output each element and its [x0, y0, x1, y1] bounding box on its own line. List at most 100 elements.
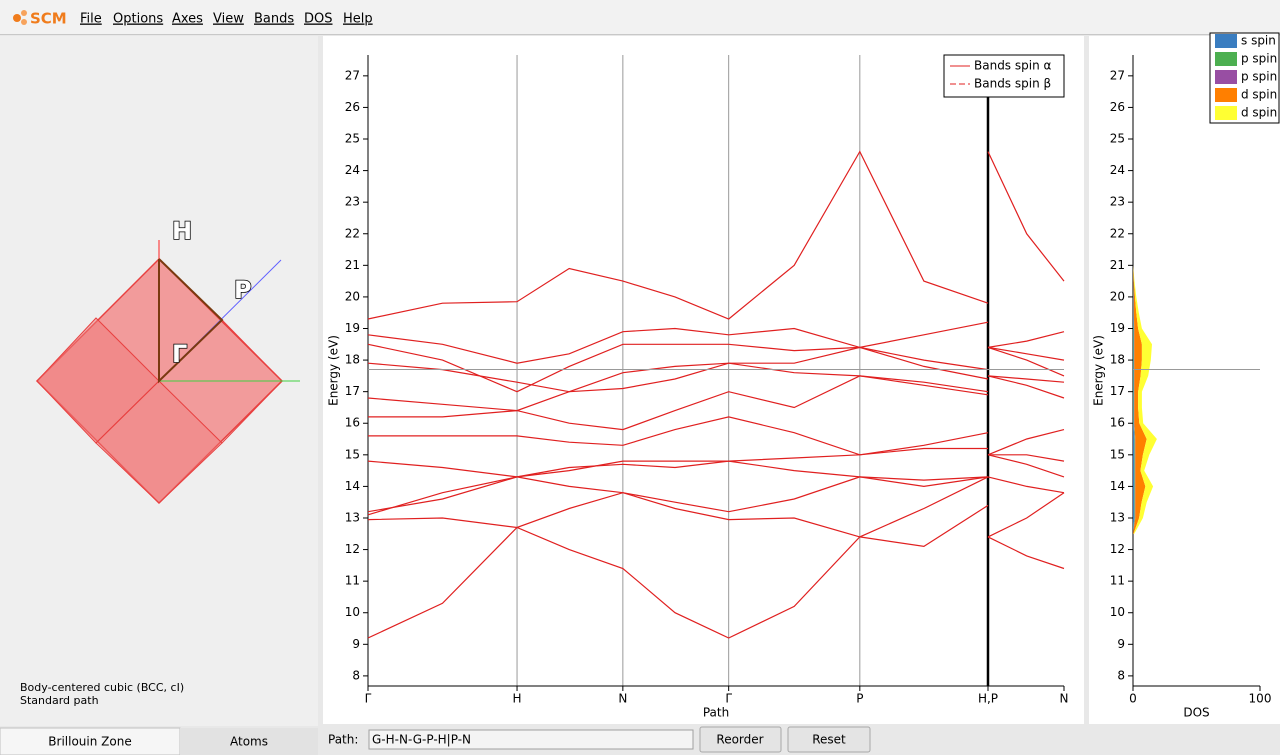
y-tick-label: 17 [1110, 384, 1125, 398]
legend-box [943, 54, 1065, 98]
y-tick-label: 19 [1110, 321, 1125, 335]
x-tick-label: H,P [978, 692, 998, 706]
button-label[interactable]: Reset [812, 733, 846, 747]
tab-label[interactable]: Brillouin Zone [48, 735, 131, 749]
y-tick-label: 13 [1110, 510, 1125, 524]
button[interactable] [699, 726, 782, 753]
logo-dot [21, 19, 27, 25]
y-tick-label: 10 [345, 605, 360, 619]
y-tick-label: 12 [1110, 542, 1125, 556]
tab-label[interactable]: Atoms [230, 735, 268, 749]
menu-item[interactable]: File [80, 12, 102, 27]
legend-label: Bands spin α [974, 59, 1051, 73]
y-tick-label: 20 [1110, 289, 1125, 303]
y-tick-label: 16 [1110, 416, 1125, 430]
y-tick-label: 16 [345, 416, 360, 430]
x-tick-label: Γ [365, 692, 372, 706]
bz-point-label: Γ [172, 340, 187, 368]
y-tick-label: 13 [345, 510, 360, 524]
y-tick-label: 27 [345, 68, 360, 82]
y-tick-label: 14 [345, 479, 360, 493]
button-label[interactable]: Reorder [716, 733, 763, 747]
dos-area [1133, 265, 1135, 534]
band-line [367, 492, 1065, 548]
x-tick-label: Γ [725, 692, 732, 706]
path-label: Path: [328, 733, 358, 747]
logo-dot [13, 14, 21, 22]
y-tick-label: 8 [1117, 668, 1125, 682]
band-line [368, 416, 1065, 456]
x-tick-label: 100 [1249, 692, 1272, 706]
menu-item[interactable]: Bands [254, 12, 294, 27]
y-tick-label: 12 [345, 542, 360, 556]
y-tick-label: 11 [345, 574, 360, 588]
dos-chart: 8 9 10 11 12 13 14 15 16 17 18 19 20 21 22 23 24 25 26 27 0 1… [1092, 32, 1280, 720]
menu-item[interactable]: View [213, 12, 244, 27]
legend-label: p spin [1241, 70, 1277, 84]
y-tick-label: 19 [345, 321, 360, 335]
band-panel [323, 36, 1084, 724]
y-tick-label: 9 [352, 637, 360, 651]
band-chart: 8 9 10 11 12 13 14 15 16 17 18 19 20 21 22 23 24 25 26 27 Γ H… [327, 54, 1069, 720]
y-tick-label: 25 [345, 132, 360, 146]
menu-item[interactable]: Help [343, 12, 373, 27]
bz-caption: Standard path [20, 694, 99, 707]
x-tick-label: P [856, 692, 863, 706]
y-tick-label: 27 [1110, 68, 1125, 82]
path-value[interactable]: G-H-N-G-P-H|P-N [372, 733, 471, 747]
menu-item[interactable]: Axes [172, 12, 203, 27]
band-line [367, 447, 1065, 478]
y-axis-label: Energy (eV) [327, 335, 341, 406]
y-tick-label: 22 [1110, 226, 1125, 240]
path-input[interactable] [368, 729, 694, 750]
y-axis-label: Energy (eV) [1092, 335, 1106, 406]
y-tick-label: 17 [345, 384, 360, 398]
menu: File Options Axes View Bands DOS Help [80, 12, 373, 27]
legend-swatch [1215, 34, 1237, 48]
x-tick-label: 0 [1129, 692, 1137, 706]
legend-label: Bands spin β [974, 77, 1051, 91]
tab[interactable] [180, 728, 318, 755]
menu-item[interactable]: DOS [304, 12, 333, 27]
bz-caption: Body-centered cubic (BCC, cI) [20, 681, 184, 694]
band-line [367, 454, 1065, 516]
tab[interactable] [0, 727, 181, 755]
y-tick-label: 10 [1110, 605, 1125, 619]
y-tick-label: 20 [345, 289, 360, 303]
y-tick-label: 11 [1110, 574, 1125, 588]
bz-point-label: P [234, 276, 252, 304]
legend-swatch [1215, 106, 1237, 120]
k-path [158, 258, 224, 384]
legend-label: p spin [1241, 52, 1277, 66]
button[interactable] [787, 726, 871, 753]
bz-point-label: H [172, 217, 192, 245]
menu-bar [0, 0, 1280, 34]
y-tick-label: 14 [1110, 479, 1125, 493]
bz-edge [221, 380, 283, 444]
y-tick-label: 24 [1110, 163, 1125, 177]
dos-area [1133, 265, 1136, 534]
y-tick-label: 18 [1110, 353, 1125, 367]
band-line [367, 476, 1065, 639]
x-axis-label: DOS [1183, 706, 1209, 720]
band-line [367, 362, 1065, 393]
band-line [367, 346, 1065, 412]
legend-swatch [1215, 88, 1237, 102]
band-line [367, 321, 1065, 364]
y-tick-label: 24 [345, 163, 360, 177]
legend-swatch [1215, 52, 1237, 66]
x-tick-label: N [1060, 692, 1069, 706]
y-tick-label: 25 [1110, 132, 1125, 146]
legend-label: d spin [1241, 106, 1277, 120]
y-tick-label: 15 [345, 447, 360, 461]
dos-area [1133, 265, 1157, 534]
legend-label: s spin [1241, 34, 1276, 48]
y-tick-label: 18 [345, 353, 360, 367]
legend-label: d spin [1241, 88, 1277, 102]
legend-swatch [1215, 70, 1237, 84]
menu-item[interactable]: Options [113, 12, 163, 27]
y-tick-label: 26 [345, 100, 360, 114]
y-tick-label: 22 [345, 226, 360, 240]
y-tick-label: 15 [1110, 447, 1125, 461]
